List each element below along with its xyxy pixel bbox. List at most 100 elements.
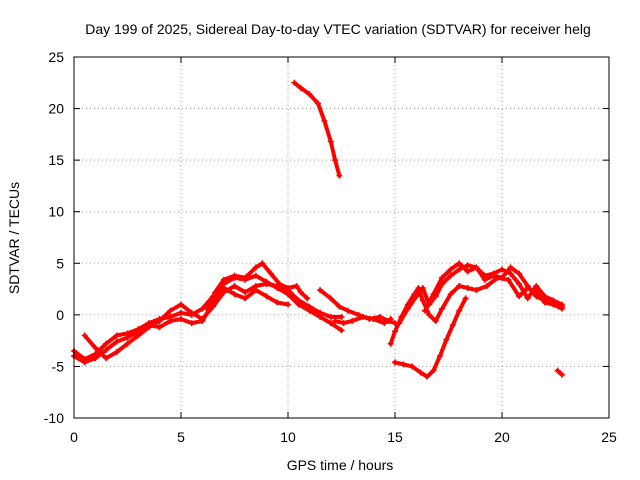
data-point <box>188 309 195 316</box>
data-point <box>306 303 313 310</box>
x-tick-label: 0 <box>70 429 78 445</box>
data-point <box>327 313 334 320</box>
data-point <box>400 361 407 368</box>
data-point <box>533 293 540 300</box>
data-point <box>464 285 471 292</box>
data-point <box>285 285 291 292</box>
data-point <box>473 264 480 271</box>
data-point <box>447 291 454 298</box>
data-point <box>220 276 227 283</box>
y-axis-label: SDTVAR / TECUs <box>6 182 22 294</box>
data-layer <box>71 79 565 380</box>
data-point <box>533 282 540 289</box>
data-point <box>439 305 446 312</box>
data-point <box>447 272 454 279</box>
data-point <box>231 291 238 298</box>
data-point <box>490 272 497 279</box>
data-point <box>396 320 403 327</box>
data-point <box>293 282 300 289</box>
data-point <box>421 307 428 314</box>
data-point <box>267 270 274 277</box>
y-tick-label: 20 <box>48 101 64 117</box>
data-point <box>327 320 334 327</box>
data-point <box>188 320 195 327</box>
data-point <box>103 355 110 362</box>
data-point <box>505 276 512 283</box>
data-point <box>338 327 345 334</box>
data-point <box>516 293 523 300</box>
data-point <box>413 293 420 300</box>
data-point <box>381 320 388 327</box>
y-tick-label: 5 <box>56 255 64 271</box>
data-point <box>447 266 454 273</box>
data-point <box>424 373 431 380</box>
data-point <box>203 305 210 312</box>
data-point <box>297 84 304 91</box>
data-point <box>317 287 324 294</box>
data-point <box>113 332 120 339</box>
data-point <box>263 293 270 300</box>
data-point <box>178 315 184 322</box>
data-point <box>443 336 450 343</box>
data-point <box>178 301 184 308</box>
data-point <box>344 307 351 314</box>
data-point <box>507 270 514 277</box>
data-point <box>220 285 227 292</box>
data-point <box>276 280 283 287</box>
data-point <box>199 318 206 325</box>
data-point <box>507 264 514 271</box>
data-point <box>409 363 416 370</box>
data-point <box>306 91 313 98</box>
data-point <box>449 322 456 329</box>
data-point <box>419 297 426 304</box>
data-point <box>456 266 463 273</box>
data-point <box>274 299 281 306</box>
y-tick-label: 25 <box>48 49 64 65</box>
data-point <box>231 272 238 279</box>
data-point <box>145 322 152 329</box>
x-tick-label: 20 <box>494 429 510 445</box>
y-tick-label: -5 <box>52 358 65 374</box>
data-point <box>387 315 394 322</box>
data-point <box>516 280 523 287</box>
data-point <box>392 359 398 366</box>
data-point <box>81 359 88 366</box>
y-tick-label: 0 <box>56 307 64 323</box>
data-point <box>456 307 463 314</box>
data-point <box>359 313 366 320</box>
data-point <box>167 318 174 325</box>
data-point <box>426 311 433 318</box>
x-tick-label: 10 <box>280 429 296 445</box>
data-point <box>113 338 120 345</box>
plot-frame <box>73 56 610 419</box>
data-point <box>473 287 480 294</box>
series-track-10 <box>292 80 342 178</box>
data-point <box>377 313 384 320</box>
data-point <box>156 318 163 325</box>
data-point <box>242 274 249 281</box>
data-point <box>456 260 463 267</box>
x-tick-label: 15 <box>387 429 403 445</box>
data-point <box>370 315 377 322</box>
x-tick-label: 5 <box>177 429 185 445</box>
data-point <box>392 328 398 335</box>
data-point <box>516 270 523 277</box>
data-point <box>541 297 548 304</box>
data-point <box>285 301 291 308</box>
data-point <box>212 289 219 296</box>
data-point <box>349 318 356 325</box>
data-point <box>263 280 270 287</box>
data-point <box>327 295 334 302</box>
data-point <box>340 320 347 327</box>
data-point <box>252 264 259 271</box>
data-point <box>297 289 304 296</box>
grid-layer <box>74 57 609 418</box>
tick-label-layer: 0 5 10 15 20 25 -10 -5 0 5 10 15 20 25 <box>44 49 617 445</box>
data-point <box>332 157 339 164</box>
data-point <box>317 309 324 316</box>
data-point <box>550 301 557 308</box>
data-point <box>524 295 531 302</box>
data-point <box>464 262 471 269</box>
